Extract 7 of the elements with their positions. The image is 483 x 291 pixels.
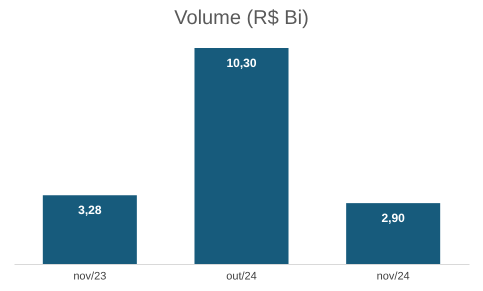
x-tick-label: out/24 [226,270,257,282]
x-tick-label: nov/24 [376,270,410,282]
data-label: 2,90 [381,211,406,226]
chart-title: Volume (R$ Bi) [174,7,309,29]
x-tick-label: nov/23 [73,270,106,282]
data-label: 10,30 [226,56,257,70]
data-label: 3,28 [78,203,102,218]
